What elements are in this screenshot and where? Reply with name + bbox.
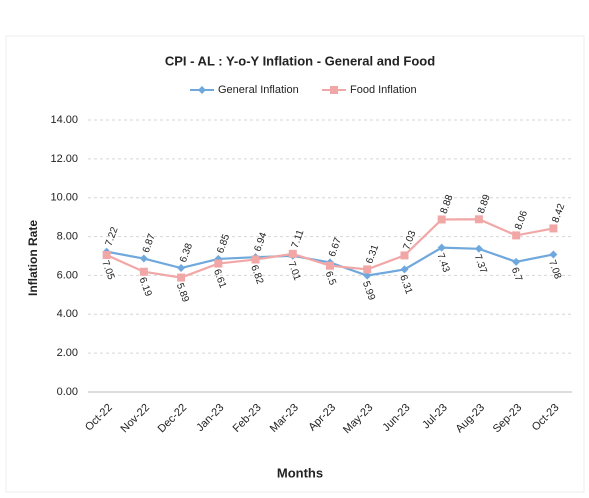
y-tick-label: 12.00 — [50, 153, 78, 165]
legend-label: Food Inflation — [350, 84, 417, 96]
legend-label: General Inflation — [218, 84, 299, 96]
data-label: 6.7 — [509, 266, 524, 283]
y-tick-label: 8.00 — [57, 230, 78, 242]
point — [549, 250, 558, 259]
point — [214, 259, 223, 268]
point — [363, 265, 372, 274]
chart-title: CPI - AL : Y-o-Y Inflation - General and… — [165, 53, 435, 68]
point — [288, 249, 297, 258]
y-tick-label: 10.00 — [50, 192, 78, 204]
point — [474, 244, 483, 253]
y-tick-label: 6.00 — [57, 269, 78, 281]
point — [400, 265, 409, 274]
point — [512, 257, 521, 266]
point — [400, 251, 409, 260]
y-tick-label: 2.00 — [57, 347, 78, 359]
point — [363, 271, 372, 280]
point — [474, 215, 483, 224]
x-axis-label: Months — [277, 465, 323, 480]
legend-marker — [330, 86, 338, 94]
y-tick-label: 14.00 — [50, 114, 78, 126]
point — [177, 273, 186, 282]
point — [251, 255, 260, 264]
y-tick-label: 0.00 — [57, 386, 78, 398]
point — [437, 215, 446, 224]
point — [177, 264, 186, 273]
y-tick-label: 4.00 — [57, 308, 78, 320]
point — [437, 243, 446, 252]
chart-frame — [5, 35, 585, 493]
data-label: 6.5 — [323, 270, 338, 287]
point — [326, 261, 334, 270]
point — [139, 267, 148, 276]
y-axis-label: Inflation Rate — [26, 220, 40, 296]
point — [512, 231, 521, 240]
point — [549, 224, 558, 233]
legend-marker — [198, 86, 206, 94]
point — [102, 251, 111, 260]
point — [139, 254, 148, 263]
